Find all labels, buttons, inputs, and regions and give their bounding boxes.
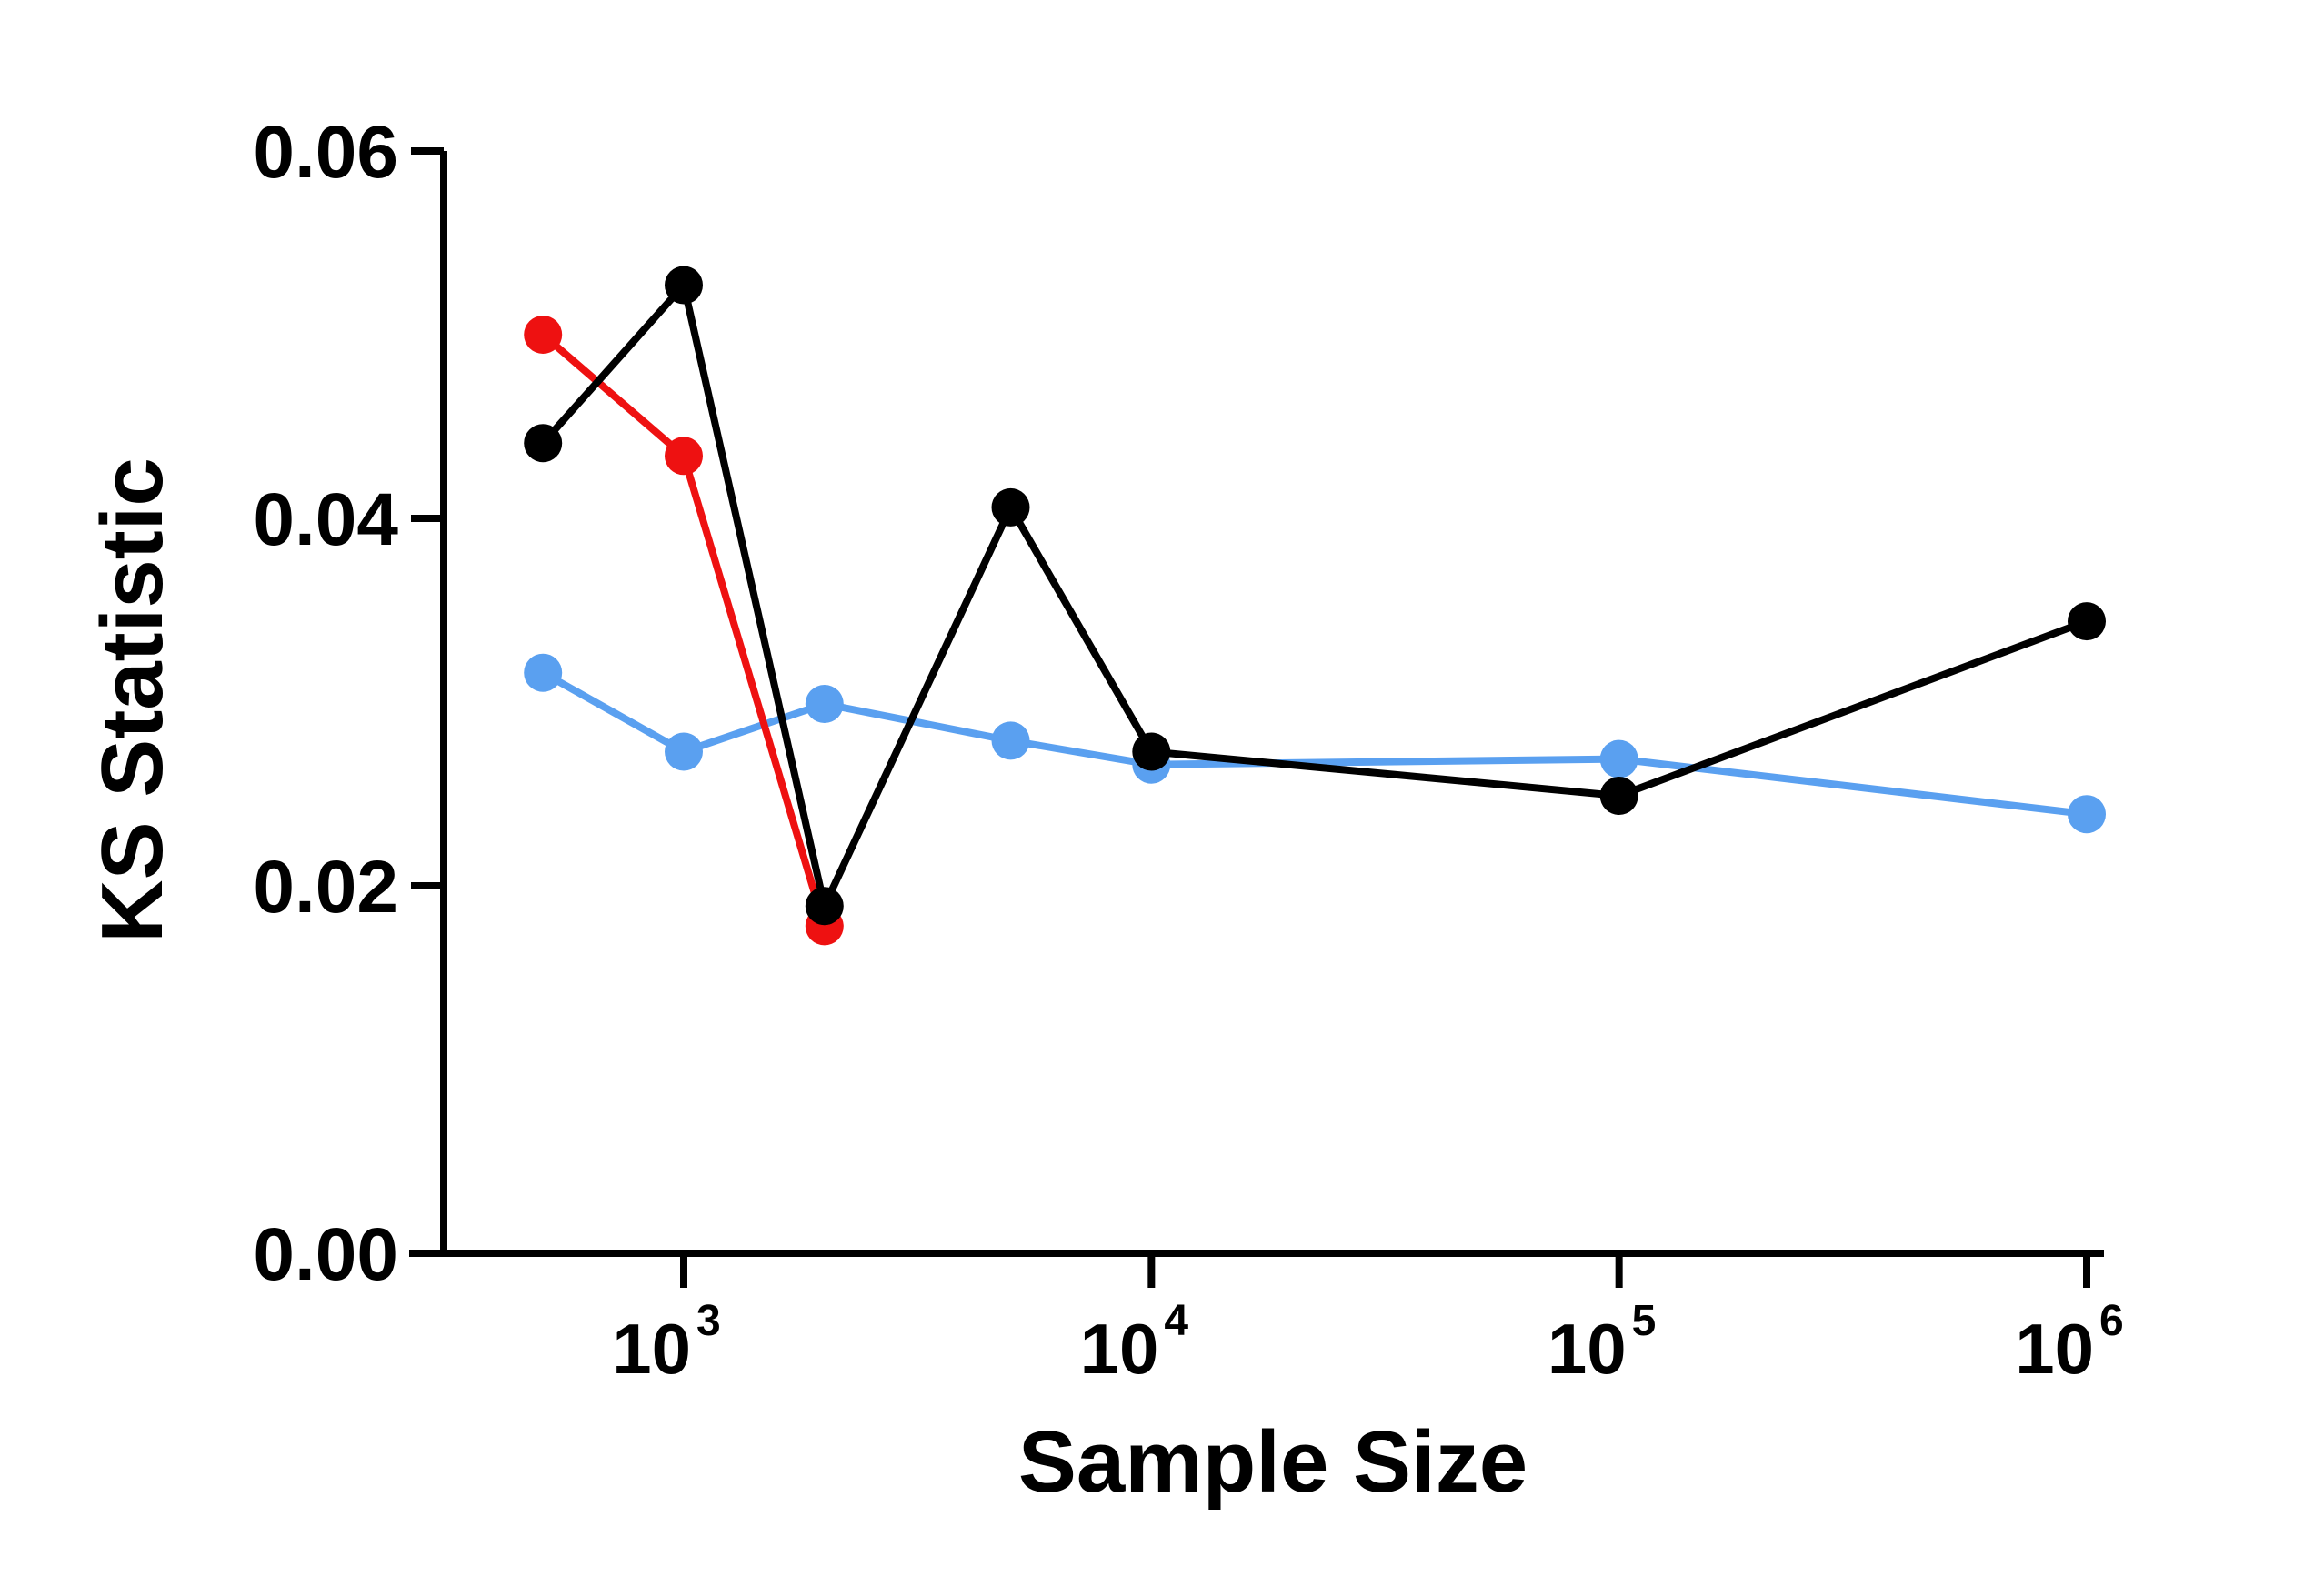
series-layer xyxy=(524,266,2106,946)
y-axis-title: KS Statistic xyxy=(84,457,181,942)
data-point-blue xyxy=(991,721,1030,760)
data-point-blue xyxy=(665,732,703,771)
x-tick-label-exponent: 5 xyxy=(1632,1297,1657,1345)
x-tick-label-exponent: 4 xyxy=(1164,1297,1188,1345)
series-blue xyxy=(524,653,2106,834)
x-ticks: 10 3 10 4 10 5 10 6 xyxy=(612,1253,2124,1389)
data-point-black xyxy=(2068,602,2106,641)
data-point-black xyxy=(665,266,703,305)
x-tick-label-base: 10 xyxy=(2015,1309,2094,1389)
y-ticks: 0.00 0.02 0.04 0.06 xyxy=(253,111,444,1296)
data-point-blue xyxy=(1599,739,1638,778)
data-point-black xyxy=(1132,732,1171,771)
x-tick-label-base: 10 xyxy=(1548,1309,1627,1389)
data-point-blue xyxy=(524,653,563,692)
series-line-red xyxy=(540,331,828,928)
data-point-black xyxy=(1599,777,1638,815)
data-point-red xyxy=(665,437,703,476)
y-tick-label: 0.04 xyxy=(253,478,398,561)
x-tick-label-base: 10 xyxy=(1080,1309,1159,1389)
data-point-red xyxy=(524,316,563,354)
data-point-blue xyxy=(805,685,844,723)
x-tick-label-exponent: 3 xyxy=(696,1297,721,1345)
y-tick-label: 0.02 xyxy=(253,846,398,929)
data-point-black xyxy=(524,424,563,463)
y-tick-label: 0.00 xyxy=(253,1213,398,1296)
data-point-black xyxy=(805,887,844,926)
y-tick-label: 0.06 xyxy=(253,111,398,194)
x-tick-label-exponent: 6 xyxy=(2099,1297,2124,1345)
series-line-black xyxy=(540,281,2089,910)
data-point-blue xyxy=(2068,795,2106,834)
axes xyxy=(409,151,2104,1257)
series-black xyxy=(524,266,2106,926)
data-point-black xyxy=(991,487,1030,527)
x-axis-title: Sample Size xyxy=(1018,1413,1528,1511)
x-tick-label-base: 10 xyxy=(612,1309,691,1389)
